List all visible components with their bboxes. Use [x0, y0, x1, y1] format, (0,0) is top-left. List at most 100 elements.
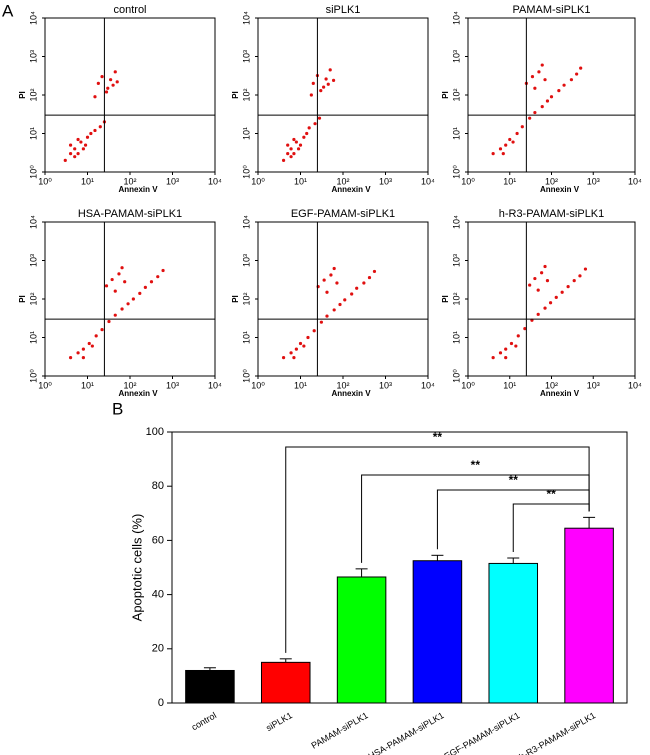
- chart-title: siPLK1: [326, 4, 361, 16]
- dot: [120, 307, 124, 311]
- dot: [76, 351, 80, 355]
- y-tick-label: 10³: [451, 50, 461, 63]
- y-tick-label: 10³: [241, 50, 251, 63]
- dot: [302, 135, 306, 139]
- y-tick-label: 10¹: [241, 331, 251, 344]
- dot: [562, 83, 566, 87]
- y-tick-label: 10⁰: [451, 165, 461, 179]
- plot-frame: [257, 17, 429, 173]
- x-tick-label: control: [190, 710, 218, 732]
- plot-frame: [44, 17, 216, 173]
- dot: [367, 275, 372, 280]
- bar: [488, 562, 539, 704]
- dot: [491, 356, 495, 360]
- x-tick-label: 10³: [379, 176, 392, 186]
- significance-bracket: [436, 489, 590, 550]
- dot: [554, 295, 558, 300]
- bar: [564, 527, 614, 704]
- x-tick-label: 10⁴: [628, 380, 642, 390]
- dot: [302, 344, 306, 348]
- dot: [560, 290, 564, 294]
- dot: [528, 116, 532, 120]
- dot: [98, 125, 102, 129]
- dot: [504, 347, 508, 351]
- dot: [328, 68, 332, 72]
- y-axis-label: PI: [231, 295, 240, 303]
- dot: [110, 277, 114, 282]
- y-axis-label: PI: [18, 91, 27, 99]
- y-tick-label: 10¹: [451, 331, 461, 344]
- dot: [557, 89, 561, 93]
- dot: [313, 122, 317, 126]
- dot: [317, 116, 322, 120]
- x-tick-label: 10⁰: [38, 380, 52, 390]
- x-tick-label: 10⁴: [208, 380, 222, 390]
- panel-label: A: [2, 1, 14, 20]
- plot-frame: [257, 221, 429, 377]
- dot: [533, 86, 537, 90]
- dot: [90, 344, 94, 348]
- dot: [63, 158, 67, 163]
- x-tick-label: 10²: [123, 380, 136, 390]
- x-tick-label: 10¹: [294, 380, 307, 390]
- dot: [343, 298, 347, 302]
- dot: [536, 312, 540, 316]
- x-tick-label: siPLK1: [264, 710, 294, 733]
- dot: [298, 143, 303, 147]
- dot: [87, 341, 91, 346]
- dot: [335, 281, 339, 285]
- dot: [319, 89, 323, 93]
- dot: [117, 272, 121, 276]
- y-tick-label: 10⁴: [28, 215, 38, 229]
- dot: [123, 280, 127, 284]
- y-tick-label: 20: [152, 643, 164, 655]
- y-tick-label: 10²: [28, 88, 38, 101]
- x-tick-label: HSA-PAMAM-siPLK1: [367, 710, 446, 755]
- x-tick-label: 10⁰: [251, 380, 265, 390]
- dot: [107, 319, 111, 324]
- dot: [540, 271, 544, 275]
- dot: [100, 75, 104, 79]
- dot: [508, 137, 512, 142]
- dot: [543, 264, 547, 269]
- y-axis-label: PI: [18, 295, 27, 303]
- dot: [578, 274, 582, 278]
- dot: [516, 334, 520, 338]
- dot: [332, 266, 336, 271]
- dot: [73, 155, 77, 159]
- dot: [306, 335, 310, 340]
- dot: [520, 125, 524, 129]
- y-tick-label: 10⁰: [28, 369, 38, 383]
- dot: [329, 273, 333, 277]
- dot: [322, 85, 326, 89]
- y-tick-label: 100: [146, 426, 164, 438]
- significance-label: **: [433, 430, 443, 444]
- x-tick-label: 10⁴: [421, 380, 435, 390]
- y-tick-label: 10²: [451, 88, 461, 101]
- dot: [126, 302, 130, 306]
- dot: [566, 284, 570, 289]
- dot: [501, 152, 505, 156]
- dot: [311, 81, 315, 86]
- dot: [545, 99, 550, 103]
- dot: [325, 314, 329, 318]
- dot: [533, 276, 537, 281]
- x-tick-label: 10⁰: [461, 176, 475, 186]
- dot: [545, 279, 550, 283]
- dot: [326, 82, 330, 86]
- dot: [292, 356, 296, 360]
- dot: [100, 328, 104, 332]
- y-tick-label: 10²: [241, 88, 251, 101]
- dot: [543, 78, 547, 82]
- y-tick-label: 10⁰: [28, 165, 38, 179]
- dot: [332, 308, 336, 312]
- dot: [298, 341, 303, 346]
- dot: [537, 70, 541, 74]
- chart-title: EGF-PAMAM-siPLK1: [291, 208, 395, 220]
- x-axis-label: Annexin V: [118, 389, 158, 398]
- y-tick-label: 10⁰: [241, 369, 251, 383]
- dot: [569, 78, 574, 82]
- dot: [286, 152, 290, 156]
- dot: [504, 356, 508, 360]
